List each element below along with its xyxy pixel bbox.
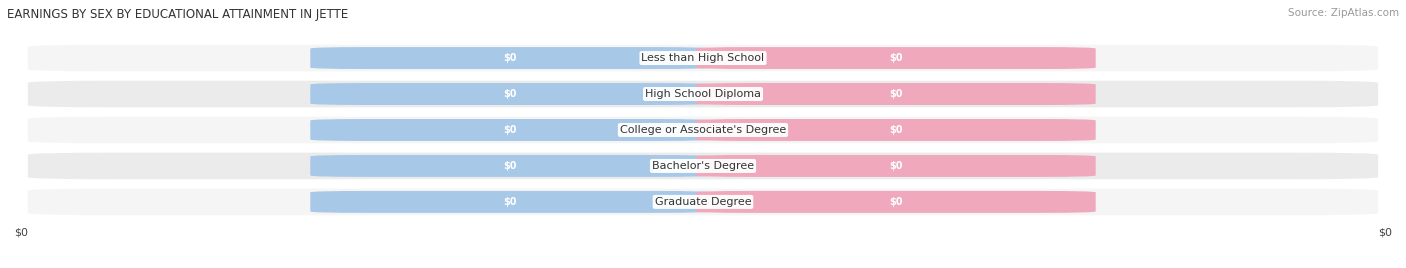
Text: EARNINGS BY SEX BY EDUCATIONAL ATTAINMENT IN JETTE: EARNINGS BY SEX BY EDUCATIONAL ATTAINMEN… — [7, 8, 349, 21]
Text: $0: $0 — [503, 125, 517, 135]
FancyBboxPatch shape — [28, 153, 1378, 179]
FancyBboxPatch shape — [28, 117, 1378, 143]
Text: Less than High School: Less than High School — [641, 53, 765, 63]
Text: $0: $0 — [889, 197, 903, 207]
FancyBboxPatch shape — [311, 155, 710, 177]
Text: $0: $0 — [503, 161, 517, 171]
Text: College or Associate's Degree: College or Associate's Degree — [620, 125, 786, 135]
FancyBboxPatch shape — [311, 47, 710, 69]
Text: $0: $0 — [889, 125, 903, 135]
FancyBboxPatch shape — [311, 119, 710, 141]
FancyBboxPatch shape — [28, 81, 1378, 107]
Text: Graduate Degree: Graduate Degree — [655, 197, 751, 207]
FancyBboxPatch shape — [696, 83, 1095, 105]
Text: $0: $0 — [503, 53, 517, 63]
Text: Bachelor's Degree: Bachelor's Degree — [652, 161, 754, 171]
FancyBboxPatch shape — [696, 47, 1095, 69]
Text: $0: $0 — [889, 89, 903, 99]
Text: $0: $0 — [1378, 227, 1392, 237]
Text: Source: ZipAtlas.com: Source: ZipAtlas.com — [1288, 8, 1399, 18]
Text: High School Diploma: High School Diploma — [645, 89, 761, 99]
FancyBboxPatch shape — [311, 83, 710, 105]
FancyBboxPatch shape — [696, 119, 1095, 141]
Text: $0: $0 — [503, 89, 517, 99]
Text: $0: $0 — [889, 161, 903, 171]
FancyBboxPatch shape — [311, 191, 710, 213]
FancyBboxPatch shape — [28, 189, 1378, 215]
FancyBboxPatch shape — [696, 191, 1095, 213]
FancyBboxPatch shape — [696, 155, 1095, 177]
Text: $0: $0 — [14, 227, 28, 237]
Text: $0: $0 — [889, 53, 903, 63]
Text: $0: $0 — [503, 197, 517, 207]
FancyBboxPatch shape — [28, 45, 1378, 71]
